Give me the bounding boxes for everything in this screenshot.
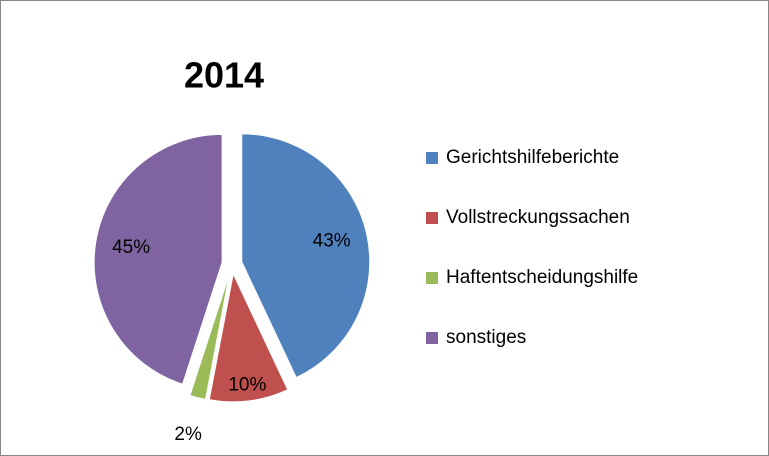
legend-label: sonstiges	[446, 327, 526, 348]
pie-slice	[189, 273, 231, 401]
pie-slice	[208, 272, 289, 403]
chart-title: 2014	[184, 55, 264, 96]
legend-label: Haftentscheidungshilfe	[446, 267, 638, 288]
data-label: 43%	[313, 231, 351, 252]
pie-slice	[93, 133, 223, 385]
legend-swatch	[426, 272, 438, 284]
data-label: 45%	[112, 237, 150, 258]
pie-slice	[241, 133, 371, 379]
data-label: 2%	[174, 424, 202, 445]
legend-label: Gerichtshilfeberichte	[446, 147, 619, 168]
legend-swatch	[426, 212, 438, 224]
data-label: 10%	[228, 375, 266, 396]
legend-label: Vollstreckungssachen	[446, 207, 630, 228]
legend-swatch	[426, 332, 438, 344]
legend-swatch	[426, 152, 438, 164]
